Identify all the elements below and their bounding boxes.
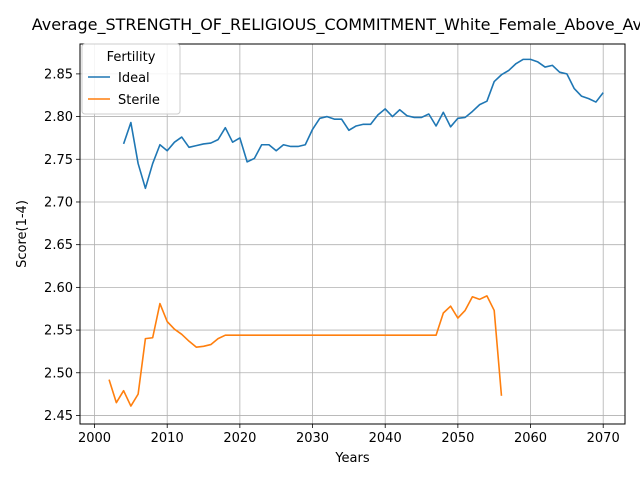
x-tick-label: 2060 xyxy=(514,431,547,446)
y-tick-label: 2.45 xyxy=(44,409,73,424)
x-tick-label: 2030 xyxy=(296,431,329,446)
x-tick-label: 2000 xyxy=(78,431,111,446)
chart-title: Average_STRENGTH_OF_RELIGIOUS_COMMITMENT… xyxy=(32,15,640,35)
series-line-sterile xyxy=(108,295,503,407)
y-tick-label: 2.65 xyxy=(44,238,73,253)
legend-label-ideal: Ideal xyxy=(118,71,150,86)
x-tick-label: 2020 xyxy=(223,431,256,446)
x-tick-label: 2070 xyxy=(587,431,620,446)
grid-lines xyxy=(80,44,625,424)
y-tick-label: 2.80 xyxy=(44,110,73,125)
y-tick-label: 2.50 xyxy=(44,366,73,381)
y-axis-label: Score(1-4) xyxy=(15,200,30,268)
x-axis-label: Years xyxy=(334,451,370,466)
legend-box xyxy=(81,43,181,115)
legend-title: Fertility xyxy=(107,50,156,65)
y-tick-label: 2.70 xyxy=(44,195,73,210)
y-tick-label: 2.85 xyxy=(44,67,73,82)
y-axis-ticks: 2.45 2.50 2.55 2.60 2.65 2.70 2.75 2.80 2.85 xyxy=(44,67,80,424)
series-layer xyxy=(108,58,604,407)
y-tick-label: 2.75 xyxy=(44,153,73,168)
y-tick-label: 2.55 xyxy=(44,324,73,339)
legend-label-sterile: Sterile xyxy=(118,93,160,108)
legend: Fertility Ideal Sterile xyxy=(81,43,181,115)
plot-frame xyxy=(79,43,626,425)
x-tick-label: 2050 xyxy=(441,431,474,446)
x-axis-ticks: 2000 2010 2020 2030 2040 2050 2060 2070 xyxy=(78,424,620,446)
y-tick-label: 2.60 xyxy=(44,281,73,296)
x-tick-label: 2010 xyxy=(151,431,184,446)
x-tick-label: 2040 xyxy=(369,431,402,446)
series-line-ideal xyxy=(122,58,604,190)
